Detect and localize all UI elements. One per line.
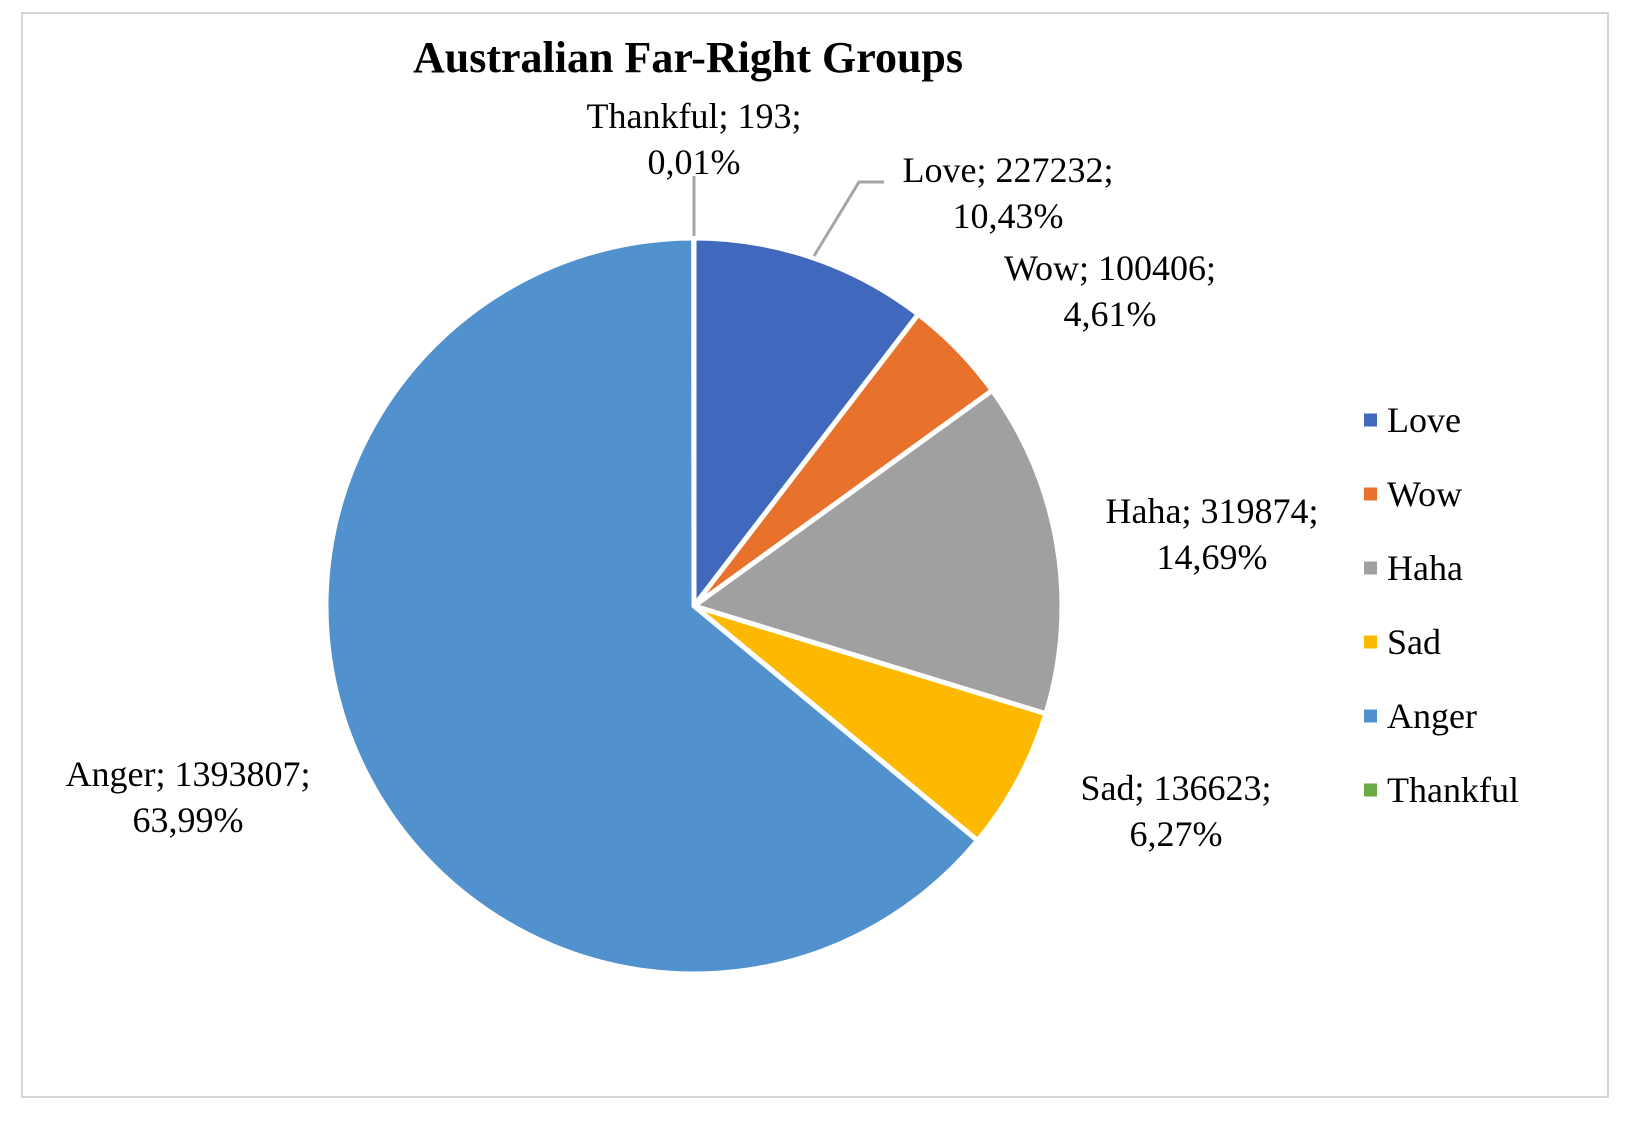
- legend-swatch-anger: [1364, 709, 1377, 723]
- pie-slice-love: [691, 235, 921, 609]
- data-label-line2: 10,43%: [953, 196, 1064, 236]
- data-label-sad: Sad; 136623; 6,27%: [1080, 768, 1271, 854]
- data-label-line2: 4,61%: [1064, 294, 1157, 334]
- legend-label-anger: Anger: [1387, 696, 1477, 736]
- legend-item-anger: Anger: [1364, 696, 1477, 736]
- legend-item-thankful: Thankful: [1364, 770, 1519, 810]
- data-label-line1: Wow; 100406;: [1004, 248, 1216, 288]
- legend-label-wow: Wow: [1387, 474, 1462, 514]
- leader-lines: [692, 176, 884, 257]
- data-label-line1: Sad; 136623;: [1080, 768, 1271, 808]
- legend-item-sad: Sad: [1364, 622, 1441, 662]
- data-label-line2: 63,99%: [133, 800, 244, 840]
- legend-label-love: Love: [1387, 400, 1461, 440]
- legend-label-thankful: Thankful: [1387, 770, 1519, 810]
- data-label-line1: Anger; 1393807;: [66, 754, 311, 794]
- legend-item-haha: Haha: [1364, 548, 1463, 588]
- data-label-line2: 0,01%: [648, 142, 741, 182]
- data-label-line2: 6,27%: [1130, 814, 1223, 854]
- legend-swatch-sad: [1364, 635, 1377, 649]
- legend: Love Wow Haha Sad Anger Thankful: [1364, 400, 1519, 810]
- data-label-line1: Love; 227232;: [903, 150, 1114, 190]
- data-label-anger: Anger; 1393807; 63,99%: [66, 754, 311, 840]
- legend-swatch-haha: [1364, 561, 1377, 575]
- pie-slice-sad: [691, 603, 1049, 844]
- legend-label-sad: Sad: [1387, 622, 1441, 662]
- legend-item-wow: Wow: [1364, 474, 1462, 514]
- data-label-line1: Thankful; 193;: [587, 96, 802, 136]
- slices-layer: [323, 235, 1065, 977]
- legend-swatch-thankful: [1364, 783, 1377, 797]
- pie-slice-anger: [323, 235, 981, 977]
- legend-item-love: Love: [1364, 400, 1461, 440]
- data-label-line1: Haha; 319874;: [1106, 491, 1319, 531]
- data-label-haha: Haha; 319874; 14,69%: [1106, 491, 1319, 577]
- data-label-thankful: Thankful; 193; 0,01%: [587, 96, 802, 182]
- legend-label-haha: Haha: [1387, 548, 1463, 588]
- data-labels: Love; 227232; 10,43% Wow; 100406; 4,61% Haha…: [66, 96, 1319, 854]
- data-label-wow: Wow; 100406; 4,61%: [1004, 248, 1216, 334]
- leader-line-love: [812, 180, 884, 257]
- legend-swatch-love: [1364, 413, 1377, 427]
- data-label-love: Love; 227232; 10,43%: [903, 150, 1114, 236]
- data-label-line2: 14,69%: [1157, 537, 1268, 577]
- chart-title: Australian Far-Right Groups: [413, 33, 963, 82]
- legend-swatch-wow: [1364, 487, 1377, 501]
